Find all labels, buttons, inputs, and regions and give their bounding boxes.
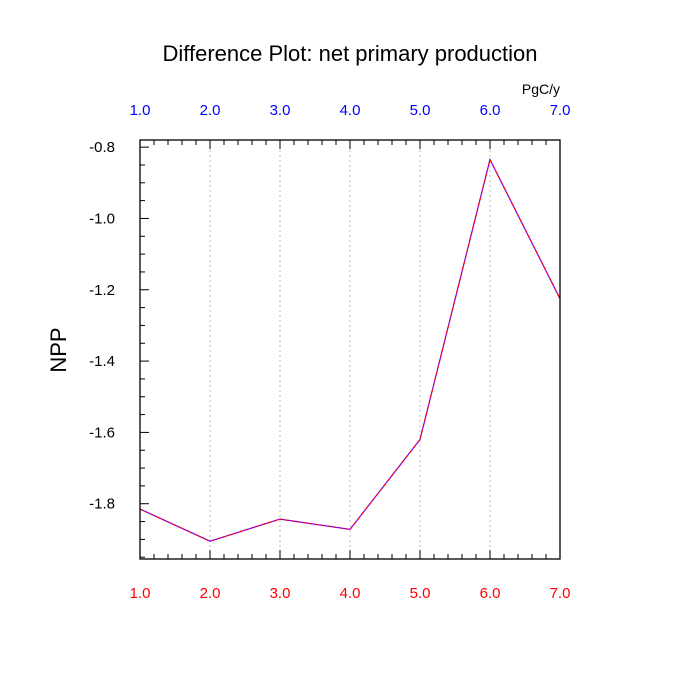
x-tick-label-bottom: 6.0 [480,585,501,602]
x-tick-label-bottom: 1.0 [130,585,151,602]
grid-lines [209,140,491,559]
x-tick-label-top: 6.0 [480,102,501,119]
y-tick-label: -1.0 [89,210,115,227]
x-tick-label-top: 7.0 [550,102,571,119]
y-tick-label: -1.6 [89,424,115,441]
x-tick-label-bottom: 3.0 [270,585,291,602]
y-tick-label: -0.8 [89,139,115,156]
x-tick-label-bottom: 5.0 [410,585,431,602]
y-tick-label: -1.2 [89,282,115,299]
x-tick-label-bottom: 2.0 [200,585,221,602]
x-tick-label-top: 2.0 [200,102,221,119]
x-tick-label-top: 5.0 [410,102,431,119]
y-axis-label: NPP [46,327,71,372]
chart-title: Difference Plot: net primary production [163,41,538,66]
x-tick-label-bottom: 4.0 [340,585,361,602]
axes: 1.0 1.0 2.0 2.0 3.0 3.0 4.0 4.0 5.0 5.0 6.0 6.0 7.0 7… [89,102,570,602]
x-tick-label-top: 1.0 [130,102,151,119]
units-label: PgC/y [522,81,560,97]
x-tick-label-bottom: 7.0 [550,585,571,602]
y-tick-label: -1.4 [89,353,115,370]
x-tick-label-top: 3.0 [270,102,291,119]
y-tick-label: -1.8 [89,496,115,513]
x-tick-label-top: 4.0 [340,102,361,119]
